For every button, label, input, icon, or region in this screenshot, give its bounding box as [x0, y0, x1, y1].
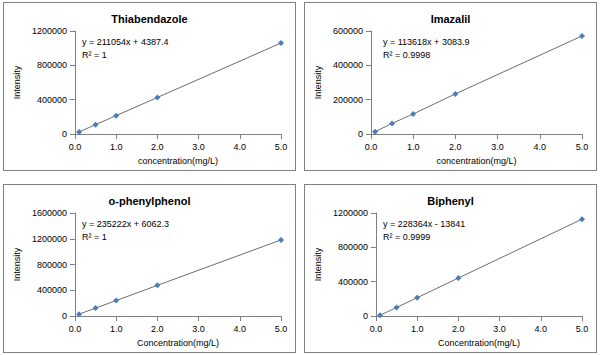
svg-text:R² = 0.9998: R² = 0.9998 — [383, 50, 430, 60]
svg-text:600000: 600000 — [333, 26, 363, 36]
svg-text:0.0: 0.0 — [69, 324, 82, 334]
svg-text:1600000: 1600000 — [32, 208, 67, 218]
svg-text:R² = 1: R² = 1 — [82, 50, 107, 60]
svg-text:0: 0 — [62, 311, 67, 321]
svg-text:1.0: 1.0 — [407, 142, 420, 152]
svg-text:y = 211054x + 4387.4: y = 211054x + 4387.4 — [82, 37, 168, 47]
svg-text:0: 0 — [363, 311, 368, 321]
svg-text:5.0: 5.0 — [576, 142, 589, 152]
svg-text:4.0: 4.0 — [535, 324, 548, 334]
svg-text:Intensity: Intensity — [12, 247, 22, 281]
svg-text:Thiabendazole: Thiabendazole — [111, 13, 187, 25]
svg-text:1.0: 1.0 — [110, 142, 123, 152]
svg-text:5.0: 5.0 — [576, 324, 589, 334]
svg-text:y = 113618x + 3083.9: y = 113618x + 3083.9 — [383, 37, 469, 47]
svg-text:0.0: 0.0 — [370, 324, 383, 334]
svg-text:concentration(mg/L): concentration(mg/L) — [138, 156, 218, 166]
svg-text:400000: 400000 — [37, 95, 67, 105]
svg-text:0: 0 — [358, 129, 363, 139]
svg-text:0: 0 — [62, 129, 67, 139]
svg-text:R² = 0.9999: R² = 0.9999 — [383, 232, 430, 242]
svg-text:Concentration(mg/L): Concentration(mg/L) — [438, 338, 520, 348]
svg-text:200000: 200000 — [333, 95, 363, 105]
svg-text:Biphenyl: Biphenyl — [427, 195, 473, 207]
svg-text:2.0: 2.0 — [151, 324, 164, 334]
svg-text:400000: 400000 — [338, 277, 368, 287]
svg-text:0.0: 0.0 — [365, 142, 378, 152]
svg-text:400000: 400000 — [333, 60, 363, 70]
svg-text:concentration(mg/L): concentration(mg/L) — [436, 156, 516, 166]
svg-text:Intensity: Intensity — [313, 247, 323, 281]
svg-text:1.0: 1.0 — [411, 324, 424, 334]
svg-text:5.0: 5.0 — [275, 324, 288, 334]
svg-text:1200000: 1200000 — [32, 26, 67, 36]
svg-text:800000: 800000 — [338, 242, 368, 252]
svg-text:2.0: 2.0 — [151, 142, 164, 152]
svg-text:800000: 800000 — [37, 260, 67, 270]
svg-text:Concentration(mg/L): Concentration(mg/L) — [137, 338, 219, 348]
svg-text:0.0: 0.0 — [69, 142, 82, 152]
svg-text:y = 228364x - 13841: y = 228364x - 13841 — [383, 219, 465, 229]
svg-text:Imazalil: Imazalil — [431, 13, 471, 25]
svg-text:4.0: 4.0 — [534, 142, 547, 152]
svg-text:4.0: 4.0 — [234, 324, 247, 334]
svg-text:2.0: 2.0 — [452, 324, 465, 334]
svg-text:3.0: 3.0 — [491, 142, 504, 152]
svg-text:400000: 400000 — [37, 285, 67, 295]
svg-text:4.0: 4.0 — [234, 142, 247, 152]
svg-text:1200000: 1200000 — [32, 234, 67, 244]
svg-text:Intensity: Intensity — [12, 65, 22, 99]
svg-text:o-phenylphenol: o-phenylphenol — [109, 195, 191, 207]
svg-text:1.0: 1.0 — [110, 324, 123, 334]
svg-text:2.0: 2.0 — [449, 142, 462, 152]
svg-text:R² = 1: R² = 1 — [82, 232, 107, 242]
svg-text:5.0: 5.0 — [275, 142, 288, 152]
svg-text:800000: 800000 — [37, 60, 67, 70]
svg-text:y = 235222x + 6062.3: y = 235222x + 6062.3 — [82, 219, 169, 229]
svg-text:1200000: 1200000 — [333, 208, 368, 218]
svg-text:3.0: 3.0 — [192, 142, 205, 152]
svg-text:3.0: 3.0 — [493, 324, 506, 334]
svg-text:Intensity: Intensity — [313, 65, 323, 99]
svg-text:3.0: 3.0 — [192, 324, 205, 334]
